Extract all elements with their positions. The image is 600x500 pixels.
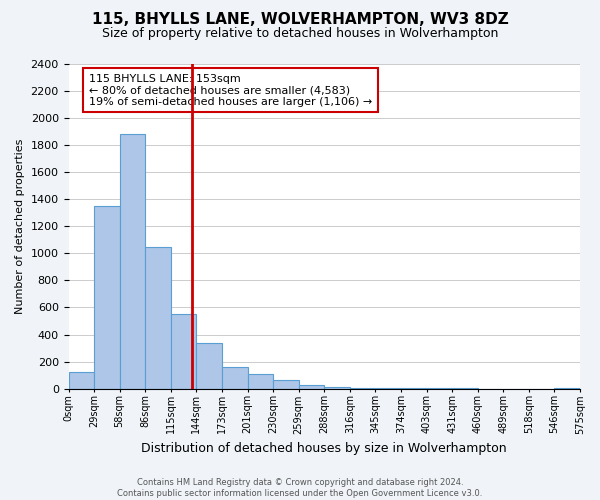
Bar (299, 384, 324, 388)
Bar (248, 374, 273, 388)
Bar (196, 342, 222, 388)
Bar (273, 380, 299, 388)
Text: Contains HM Land Registry data © Crown copyright and database right 2024.
Contai: Contains HM Land Registry data © Crown c… (118, 478, 482, 498)
Bar (68, 372, 94, 388)
Bar (171, 314, 196, 388)
Bar (145, 246, 171, 388)
Bar (222, 367, 248, 388)
Text: Size of property relative to detached houses in Wolverhampton: Size of property relative to detached ho… (102, 28, 498, 40)
Bar (94, 206, 119, 388)
X-axis label: Distribution of detached houses by size in Wolverhampton: Distribution of detached houses by size … (142, 442, 507, 455)
Y-axis label: Number of detached properties: Number of detached properties (15, 138, 25, 314)
Bar (324, 386, 350, 388)
Bar (119, 134, 145, 388)
Text: 115 BHYLLS LANE: 153sqm
← 80% of detached houses are smaller (4,583)
19% of semi: 115 BHYLLS LANE: 153sqm ← 80% of detache… (89, 74, 372, 107)
Text: 115, BHYLLS LANE, WOLVERHAMPTON, WV3 8DZ: 115, BHYLLS LANE, WOLVERHAMPTON, WV3 8DZ (92, 12, 508, 28)
